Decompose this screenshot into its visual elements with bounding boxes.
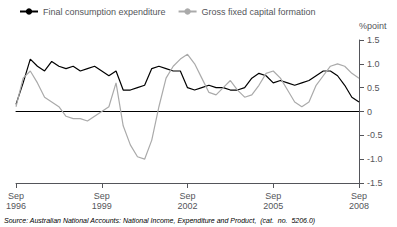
svg-text:Gross fixed capital formation: Gross fixed capital formation [202,7,316,17]
svg-text:Sep: Sep [94,191,110,201]
svg-text:Sep: Sep [265,191,281,201]
svg-text:Sep: Sep [8,191,24,201]
svg-text:1996: 1996 [6,201,26,211]
svg-text:1.5: 1.5 [367,35,380,45]
svg-text:2005: 2005 [263,201,283,211]
svg-text:%point: %point [359,21,387,31]
svg-text:-1.5: -1.5 [367,178,383,188]
svg-text:1999: 1999 [92,201,112,211]
svg-text:1.0: 1.0 [367,59,380,69]
svg-text:Final consumption expenditure: Final consumption expenditure [43,7,166,17]
svg-text:0: 0 [367,107,372,117]
svg-text:0.5: 0.5 [367,83,380,93]
svg-text:-1.0: -1.0 [367,154,383,164]
svg-text:Sep: Sep [179,191,195,201]
svg-text:Sep: Sep [351,191,367,201]
svg-text:Source: Australian National Ac: Source: Australian National Accounts: Na… [4,217,315,225]
svg-text:-0.5: -0.5 [367,130,383,140]
svg-text:2002: 2002 [177,201,197,211]
svg-text:2008: 2008 [349,201,369,211]
